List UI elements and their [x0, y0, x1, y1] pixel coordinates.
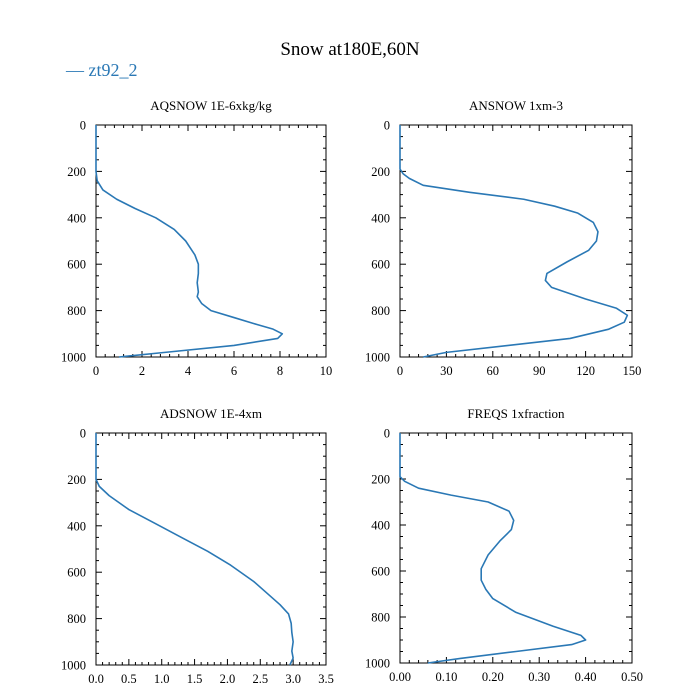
panel-title: ADSNOW 1E-4xm — [160, 406, 262, 421]
x-tick-label: 3.0 — [285, 672, 301, 686]
x-tick-label: 60 — [487, 364, 500, 378]
x-tick-label: 6 — [231, 364, 237, 378]
x-tick-label: 120 — [576, 364, 595, 378]
y-tick-label: 200 — [67, 473, 86, 487]
y-tick-label: 0 — [80, 427, 86, 441]
y-tick-label: 800 — [67, 612, 86, 626]
x-tick-label: 4 — [185, 364, 192, 378]
series-line — [95, 433, 294, 666]
x-tick-label: 3.5 — [318, 672, 334, 686]
x-tick-label: 2 — [139, 364, 145, 378]
panel-4: FREQS 1xfraction 0.00 0.10 0.20 0.30 0.40 0.50… — [365, 406, 643, 684]
x-tick-label: 0 — [397, 364, 403, 378]
x-tick-label: 0.30 — [528, 670, 550, 684]
x-tick-label: 30 — [440, 364, 453, 378]
y-tick-label: 600 — [371, 258, 390, 272]
y-tick-label: 600 — [67, 566, 86, 580]
panel-title: ANSNOW 1xm-3 — [469, 98, 563, 113]
x-tick-label: 0.0 — [88, 672, 104, 686]
series-line — [95, 125, 284, 358]
series-line — [399, 433, 587, 664]
y-tick-label: 0 — [384, 427, 390, 441]
y-tick-label: 400 — [371, 519, 390, 533]
x-tick-label: 2.0 — [220, 672, 236, 686]
figure-title: Snow at180E,60N — [280, 39, 420, 60]
legend-entry: — zt92_2 — [65, 60, 138, 80]
y-tick-label: 800 — [371, 611, 390, 625]
y-tick-label: 1000 — [61, 659, 86, 673]
plot-frame — [95, 124, 327, 358]
x-tick-label: 0.50 — [621, 670, 643, 684]
panel-title: FREQS 1xfraction — [467, 406, 565, 421]
x-tick-label: 8 — [277, 364, 283, 378]
x-tick-label: 2.5 — [252, 672, 268, 686]
x-tick-label: 150 — [623, 364, 642, 378]
series-line — [399, 125, 629, 358]
x-tick-label: 0.10 — [435, 670, 457, 684]
y-tick-label: 1000 — [365, 351, 390, 365]
x-tick-label: 0 — [93, 364, 99, 378]
y-tick-label: 600 — [67, 258, 86, 272]
y-tick-label: 0 — [384, 119, 390, 133]
y-tick-label: 800 — [371, 304, 390, 318]
y-tick-label: 1000 — [365, 657, 390, 671]
panel-title: AQSNOW 1E-6xkg/kg — [150, 98, 272, 113]
y-tick-label: 1000 — [61, 351, 86, 365]
y-tick-label: 800 — [67, 304, 86, 318]
y-tick-label: 200 — [67, 165, 86, 179]
y-tick-label: 0 — [80, 119, 86, 133]
plot-frame — [399, 432, 633, 664]
y-tick-label: 600 — [371, 565, 390, 579]
y-tick-label: 400 — [67, 211, 86, 225]
x-tick-label: 90 — [533, 364, 546, 378]
panel-1: AQSNOW 1E-6xkg/kg 0 2 4 6 8 10 0 200 400 600 800 100… — [61, 98, 332, 378]
y-tick-label: 400 — [371, 211, 390, 225]
x-tick-label: 0.5 — [121, 672, 137, 686]
y-tick-label: 200 — [371, 473, 390, 487]
x-tick-label: 0.20 — [482, 670, 504, 684]
panel-2: ANSNOW 1xm-3 0 30 60 90 120 150 0 200 400 600 800 10… — [365, 98, 641, 378]
x-tick-label: 0.40 — [575, 670, 597, 684]
panels: AQSNOW 1E-6xkg/kg0 2 4 6 8 100200400600800100… — [61, 98, 643, 686]
x-tick-label: 0.00 — [389, 670, 411, 684]
y-tick-label: 400 — [67, 519, 86, 533]
x-tick-label: 1.0 — [154, 672, 170, 686]
x-tick-label: 10 — [320, 364, 333, 378]
x-tick-label: 1.5 — [187, 672, 203, 686]
panel-3: ADSNOW 1E-4xm 0.0 0.5 1.0 1.5 2.0 2.5 3.0 3.5 0 20… — [61, 406, 334, 686]
y-tick-label: 200 — [371, 165, 390, 179]
